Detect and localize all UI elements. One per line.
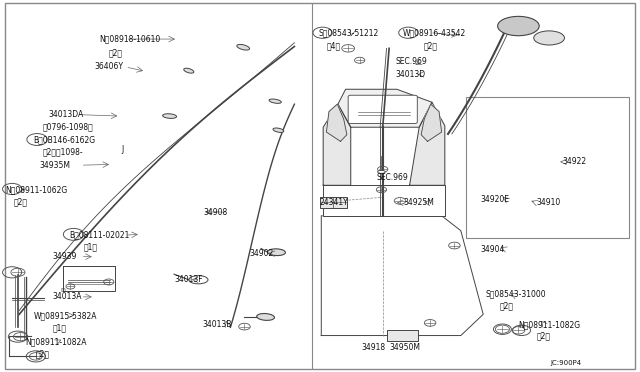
Text: （4）: （4） — [326, 41, 340, 50]
Text: 34013D: 34013D — [396, 70, 426, 79]
Text: SEC.969: SEC.969 — [376, 173, 408, 182]
Ellipse shape — [189, 276, 208, 284]
Text: （2）: （2） — [499, 301, 513, 310]
Polygon shape — [326, 104, 347, 141]
Text: （2）: （2） — [14, 197, 28, 206]
Polygon shape — [323, 185, 445, 216]
Text: Nん08911-1082G: Nん08911-1082G — [518, 320, 580, 329]
Polygon shape — [321, 216, 483, 336]
Text: （2）: （2） — [536, 332, 550, 341]
Text: 34935M: 34935M — [40, 161, 70, 170]
Text: D: D — [60, 288, 65, 293]
Text: （2）: （2） — [35, 349, 49, 358]
Text: 34908: 34908 — [204, 208, 228, 217]
Polygon shape — [323, 104, 351, 185]
Text: 34013B: 34013B — [202, 320, 232, 329]
Text: SEC.969: SEC.969 — [396, 57, 428, 66]
Text: 34910: 34910 — [536, 198, 561, 207]
Polygon shape — [338, 89, 432, 127]
Text: Wん08916-43542: Wん08916-43542 — [403, 28, 467, 37]
Text: ｛0796-1098｝: ｛0796-1098｝ — [42, 122, 93, 131]
Text: 34925M: 34925M — [403, 198, 434, 207]
Text: Nん08911-1062G: Nん08911-1062G — [5, 185, 67, 194]
Ellipse shape — [534, 31, 564, 45]
Text: J: J — [122, 145, 124, 154]
Ellipse shape — [269, 99, 282, 103]
Bar — [63, 266, 115, 291]
Text: 34922: 34922 — [562, 157, 586, 166]
Text: （1）: （1） — [83, 243, 97, 251]
Text: 34013F: 34013F — [174, 275, 203, 284]
Text: Wん08915-5382A: Wん08915-5382A — [33, 311, 97, 320]
Text: （2）: （2） — [109, 49, 123, 58]
Text: 34013A: 34013A — [52, 292, 82, 301]
Text: 34920E: 34920E — [480, 195, 509, 203]
Ellipse shape — [237, 44, 250, 50]
Text: 36406Y: 36406Y — [95, 62, 124, 71]
Text: Bん0B146-6162G: Bん0B146-6162G — [33, 135, 95, 144]
Text: 34939: 34939 — [52, 252, 77, 261]
Text: Bん08111-02021: Bん08111-02021 — [69, 231, 129, 240]
Ellipse shape — [378, 170, 385, 173]
Text: 34950M: 34950M — [389, 343, 420, 352]
Bar — [387, 330, 418, 341]
Text: Nん08918-10610: Nん08918-10610 — [99, 35, 161, 44]
Ellipse shape — [257, 314, 275, 320]
Text: （2）: （2） — [424, 41, 438, 50]
Text: Sん08543-31000: Sん08543-31000 — [485, 289, 546, 298]
Text: 34918: 34918 — [362, 343, 386, 352]
Bar — [320, 197, 347, 208]
Text: Nん08911-1082A: Nん08911-1082A — [26, 337, 87, 346]
Polygon shape — [421, 104, 442, 141]
Bar — [466, 97, 629, 238]
Ellipse shape — [184, 68, 194, 73]
Text: （2）｛1098-: （2）｛1098- — [42, 147, 83, 156]
Text: 34013DA: 34013DA — [48, 110, 83, 119]
Text: JC:900P4: JC:900P4 — [550, 360, 582, 366]
Polygon shape — [410, 102, 445, 185]
Text: 34902: 34902 — [250, 249, 274, 258]
Ellipse shape — [163, 114, 177, 118]
Text: （1）: （1） — [52, 323, 67, 332]
Text: Sん08543-51212: Sん08543-51212 — [319, 28, 379, 37]
Ellipse shape — [273, 128, 284, 132]
Text: 24341Y: 24341Y — [320, 198, 349, 207]
Ellipse shape — [268, 249, 285, 256]
Ellipse shape — [498, 16, 540, 36]
FancyBboxPatch shape — [348, 95, 417, 124]
Text: 34904: 34904 — [480, 245, 504, 254]
